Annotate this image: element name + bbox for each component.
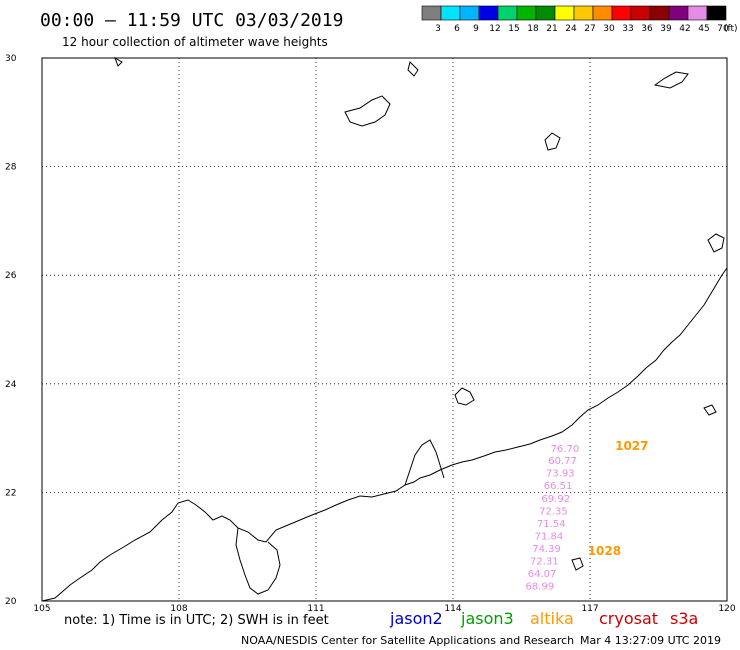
- legend-tick-label: 24: [565, 24, 577, 34]
- island: [571, 557, 584, 571]
- legend-swatch: [592, 5, 613, 21]
- coast-fragment: [707, 233, 725, 253]
- wave-height-label: 74.39: [532, 544, 561, 555]
- lat-lon-grid: [41, 57, 728, 602]
- mission-label: cryosat: [599, 609, 658, 628]
- mission-legend: jason2 jason3 altika cryosat s3a: [389, 609, 698, 628]
- mission-label: altika: [530, 609, 574, 628]
- wave-height-label: 64.07: [528, 569, 557, 580]
- credit: NOAA/NESDIS Center for Satellite Applica…: [241, 634, 574, 647]
- legend-tick-label: 6: [454, 24, 460, 34]
- legend-unit: (ft): [724, 24, 738, 34]
- footer-note: note: 1) Time is in UTC; 2) SWH is in fe…: [64, 613, 329, 628]
- legend-swatch: [440, 5, 461, 21]
- legend-swatch: [554, 5, 575, 21]
- wave-height-label: 71.84: [535, 531, 564, 542]
- y-tick-label: 22: [5, 488, 16, 498]
- legend-swatch: [459, 5, 480, 21]
- legend-swatch: [516, 5, 537, 21]
- legend-swatch: [478, 5, 499, 21]
- pressure-label: 1028: [588, 544, 621, 558]
- legend-tick-label: 70: [717, 24, 729, 34]
- x-tick-label: 108: [170, 604, 187, 614]
- island: [454, 387, 475, 406]
- y-tick-label: 26: [5, 271, 17, 281]
- y-tick-label: 24: [5, 380, 17, 390]
- legend-swatch: [668, 5, 689, 21]
- wave-height-label: 76.70: [551, 444, 580, 455]
- y-tick-label: 20: [5, 597, 17, 607]
- legend-swatch: [573, 5, 594, 21]
- mission-label: s3a: [670, 609, 698, 628]
- y-tick-label: 30: [5, 54, 17, 64]
- wave-height-label: 69.92: [541, 494, 570, 505]
- legend-tick-label: 21: [546, 24, 557, 34]
- wave-height-legend: 3 6 9 12 15 18 21 24 27 30 33 36 39 42 45 70(ft): [421, 5, 738, 34]
- coastline: [41, 56, 728, 602]
- legend-swatch: [421, 5, 442, 21]
- pressure-label: 1027: [615, 439, 648, 453]
- leizhou-peninsula: [235, 527, 281, 595]
- x-tick-label: 117: [581, 604, 598, 614]
- legend-tick-label: 39: [660, 24, 672, 34]
- wave-height-label: 73.93: [546, 468, 575, 479]
- coast-fragment: [407, 61, 419, 77]
- legend-swatch: [630, 5, 651, 21]
- legend-tick-label: 42: [679, 24, 690, 34]
- legend-tick-label: 18: [527, 24, 539, 34]
- mission-label: jason2: [389, 609, 443, 628]
- legend-swatch: [687, 5, 708, 21]
- legend-swatch: [649, 5, 670, 21]
- x-tick-labels: 105 108 111 114 117 120: [33, 604, 735, 614]
- wave-height-label: 60.77: [548, 456, 577, 467]
- time-range-title: 00:00 – 11:59 UTC 03/03/2019: [40, 10, 343, 31]
- legend-swatch: [611, 5, 632, 21]
- wave-height-label: 66.51: [544, 481, 573, 492]
- legend-tick-label: 27: [584, 24, 595, 34]
- wave-height-label: 72.31: [530, 556, 559, 567]
- legend-swatch: [535, 5, 556, 21]
- timestamp: Mar 4 13:27:09 UTC 2019: [580, 634, 721, 647]
- legend-swatch: [497, 5, 518, 21]
- subtitle: 12 hour collection of altimeter wave hei…: [62, 35, 328, 49]
- legend-tick-label: 45: [698, 24, 709, 34]
- y-tick-labels: 20 22 24 26 28 30: [5, 54, 17, 607]
- legend-tick-label: 9: [473, 24, 479, 34]
- island: [703, 404, 717, 416]
- legend-swatch: [706, 5, 727, 21]
- legend-tick-label: 12: [489, 24, 500, 34]
- legend-tick-label: 36: [641, 24, 653, 34]
- wave-height-label: 71.54: [537, 519, 566, 530]
- x-tick-label: 105: [33, 604, 50, 614]
- mission-label: jason3: [460, 609, 514, 628]
- legend-tick-label: 33: [622, 24, 633, 34]
- y-tick-label: 28: [5, 163, 17, 173]
- pressure-annotations: 1027 1028: [588, 439, 649, 558]
- x-tick-label: 114: [444, 604, 461, 614]
- x-tick-label: 111: [307, 604, 324, 614]
- wave-height-label: 72.35: [539, 506, 568, 517]
- inland-lake-outline: [344, 95, 391, 127]
- legend-tick-label: 30: [603, 24, 615, 34]
- wave-height-label: 68.99: [525, 581, 554, 592]
- inland-lake-outline: [544, 132, 561, 151]
- coast-fragment: [653, 71, 689, 89]
- legend-tick-label: 15: [508, 24, 519, 34]
- legend-tick-label: 3: [435, 24, 441, 34]
- pearl-river-estuary: [404, 439, 445, 486]
- coast-fragment: [114, 56, 123, 67]
- map-frame: [41, 57, 728, 602]
- x-tick-label: 120: [718, 604, 735, 614]
